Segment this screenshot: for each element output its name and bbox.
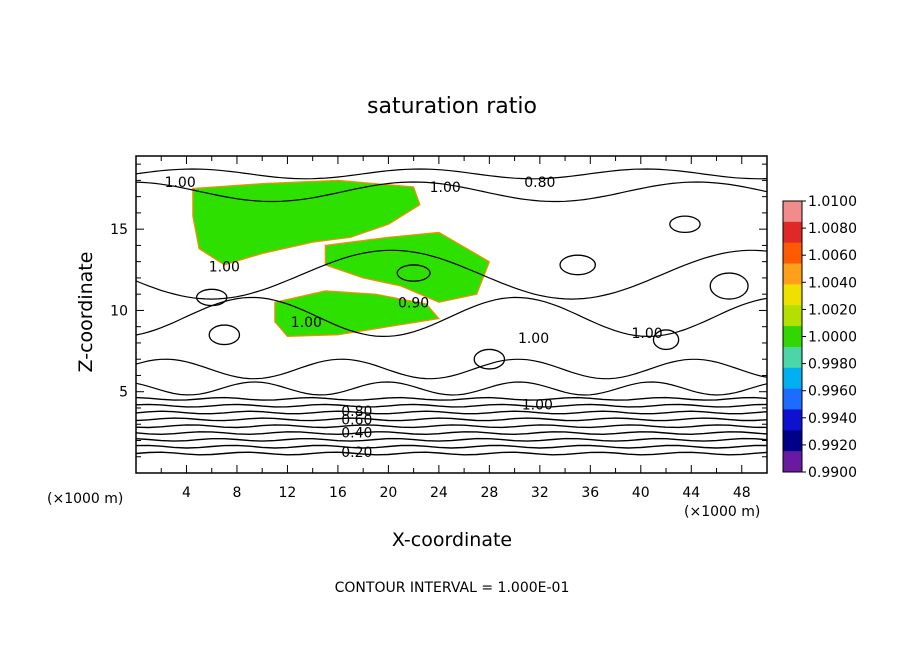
contour-line-low-5 xyxy=(136,424,767,429)
contour-line-2 xyxy=(136,181,767,203)
y-axis-title: Z-coordinate xyxy=(75,252,97,373)
colorbar-label: 1.0080 xyxy=(808,221,857,237)
contour-line-low-4 xyxy=(136,431,767,436)
x-tick-label: 44 xyxy=(682,485,700,501)
closed-contour-5 xyxy=(559,254,597,276)
y-tick-label: 15 xyxy=(110,222,128,238)
y-tick-label: 5 xyxy=(119,385,128,401)
colorbar-swatch xyxy=(783,409,802,431)
colorbar-swatch xyxy=(783,263,802,285)
contour-label-3: 0.80 xyxy=(524,175,555,191)
saturated-region-3 xyxy=(274,290,441,338)
colorbar-swatch xyxy=(783,367,802,390)
x-tick-label: 36 xyxy=(581,485,599,501)
x-tick-label: 8 xyxy=(232,485,241,501)
colorbar-swatch xyxy=(783,451,802,473)
contour-label-8: 1.00 xyxy=(632,326,663,342)
contour-line-low-7 xyxy=(136,410,767,415)
contour-label-1: 1.00 xyxy=(165,175,196,191)
x-axis-title: X-coordinate xyxy=(392,529,512,551)
closed-contour-3 xyxy=(652,329,680,351)
colorbar-label: 1.0060 xyxy=(808,248,857,264)
contour-line-low-6 xyxy=(136,417,767,422)
saturated-region-2 xyxy=(324,231,491,303)
x-tick-label: 12 xyxy=(279,485,297,501)
saturation-regions xyxy=(192,179,491,338)
colorbar: 1.0100 1.0080 1.0060 1.0040 1.0020 1.0000 0.99… xyxy=(782,194,857,481)
closed-contour-2 xyxy=(396,264,431,282)
colorbar-label: 0.9900 xyxy=(808,465,857,481)
x-tick-label: 16 xyxy=(329,485,347,501)
closed-contour-1 xyxy=(208,324,241,346)
x-tick-label: 20 xyxy=(379,485,397,501)
x-unit-label-right: (×1000 m) xyxy=(684,504,760,520)
colorbar-swatch xyxy=(783,388,802,410)
contour-line-1 xyxy=(136,168,767,180)
contour-lines xyxy=(136,168,767,456)
contour-label-7: 1.00 xyxy=(518,331,549,347)
x-tick-label: 4 xyxy=(182,485,191,501)
x-tick-label: 40 xyxy=(632,485,650,501)
contour-interval-note: CONTOUR INTERVAL = 1.000E-01 xyxy=(335,580,570,596)
colorbar-label: 0.9940 xyxy=(808,411,857,427)
contour-labels: 1.00 1.00 0.80 1.00 1.00 0.90 1.00 1.00 1.00 0.80… xyxy=(165,175,663,461)
contour-label-9: 1.00 xyxy=(522,398,553,414)
colorbar-label: 0.9920 xyxy=(808,438,857,454)
colorbar-label: 0.9960 xyxy=(808,384,857,400)
y-axis-ticks: 5 10 15 xyxy=(110,163,767,458)
colorbar-swatch xyxy=(783,284,802,306)
colorbar-swatch xyxy=(783,326,802,348)
closed-contour-4 xyxy=(669,215,701,234)
contour-label-4: 1.00 xyxy=(209,260,240,276)
contour-line-low-2 xyxy=(136,444,767,449)
y-tick-label: 10 xyxy=(110,303,128,319)
plot-area: 1.00 1.00 0.80 1.00 1.00 0.90 1.00 1.00 1.00 0.80… xyxy=(135,155,768,474)
contour-label-5: 1.00 xyxy=(291,315,322,331)
saturated-region-1 xyxy=(192,179,421,266)
contour-label-11: 0.60 xyxy=(341,412,372,428)
colorbar-swatch xyxy=(783,221,802,244)
colorbar-label: 1.0100 xyxy=(808,194,857,210)
closed-contour-7 xyxy=(709,272,749,300)
closed-contour-6 xyxy=(195,288,228,307)
colorbar-label: 1.0000 xyxy=(808,330,857,346)
colorbar-swatch xyxy=(783,346,802,369)
contour-label-12: 0.40 xyxy=(341,425,372,441)
colorbar-swatch xyxy=(783,305,802,327)
colorbar-label: 0.9980 xyxy=(808,357,857,373)
colorbar-label: 1.0020 xyxy=(808,302,857,318)
contour-line-6 xyxy=(136,381,767,396)
x-tick-label: 48 xyxy=(733,485,751,501)
contour-label-6: 0.90 xyxy=(398,295,429,311)
chart-title: saturation ratio xyxy=(367,94,537,119)
x-tick-label: 24 xyxy=(430,485,448,501)
contour-line-low-1 xyxy=(136,451,767,456)
contour-line-5 xyxy=(136,358,767,380)
x-unit-label-left: (×1000 m) xyxy=(47,491,123,507)
contour-label-2: 1.00 xyxy=(430,180,461,196)
colorbar-swatch xyxy=(783,430,802,452)
plot-frame xyxy=(135,155,768,474)
colorbar-label: 1.0040 xyxy=(808,275,857,291)
contour-line-low-3 xyxy=(136,437,767,442)
x-tick-label: 28 xyxy=(480,485,498,501)
closed-contour-8 xyxy=(473,348,506,370)
contour-line-low-8 xyxy=(136,403,767,408)
contour-label-13: 0.20 xyxy=(341,445,372,461)
contour-line-low-9 xyxy=(136,396,767,401)
contour-label-10: 0.80 xyxy=(341,404,372,420)
contour-line-3 xyxy=(136,249,767,300)
colorbar-swatch xyxy=(783,201,802,223)
colorbar-swatch xyxy=(783,242,802,265)
x-axis-ticks: 4 8 12 16 20 24 28 32 36 40 44 48 xyxy=(160,156,768,501)
x-tick-label: 32 xyxy=(531,485,549,501)
contour-line-4 xyxy=(136,296,767,338)
